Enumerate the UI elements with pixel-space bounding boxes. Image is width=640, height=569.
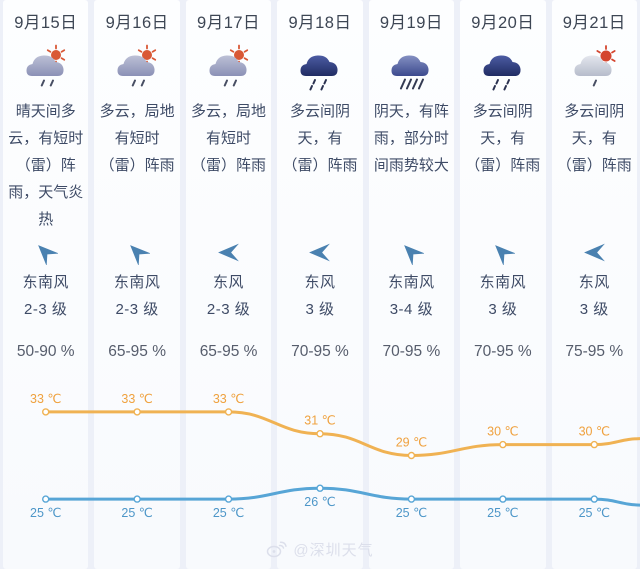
column-stripe xyxy=(551,0,637,569)
weather-icon xyxy=(0,36,91,98)
wind-arrow-northwest-icon xyxy=(38,244,59,265)
humidity-label: 70-95 % xyxy=(291,343,349,360)
day-column: 9月21日 多云间阴天，有（雷）阵雨 东风 3 级 75-95 % xyxy=(549,0,640,364)
wind-direction-icon xyxy=(91,236,182,268)
wind-level-label: 3-4 级 xyxy=(389,301,434,318)
day-column: 9月20日 多云间阴天，有（雷）阵雨 东南风 3 级 70-95 % xyxy=(457,0,548,364)
column-stripe xyxy=(277,0,363,569)
weather-icon xyxy=(183,36,274,98)
cloud-sun-shower-light-icon xyxy=(574,45,616,87)
cloud-sun-shower-icon xyxy=(117,44,157,87)
weather-description: 晴天间多云，有短时（雷）阵雨，天气炎热 xyxy=(8,103,84,228)
date-label: 9月20日 xyxy=(471,14,535,32)
wind-direction-icon xyxy=(366,236,457,268)
forecast-columns: 9月15日 晴天间多云，有短时（雷）阵雨，天气炎热 东南风 2-3 级 50-9… xyxy=(0,0,640,364)
date-label: 9月21日 xyxy=(562,14,626,32)
wind-arrow-northwest-icon xyxy=(495,244,516,265)
column-stripe xyxy=(460,0,546,569)
humidity-label: 65-95 % xyxy=(108,343,166,360)
wind-direction-label: 东风 xyxy=(304,274,336,291)
wind-arrow-west-icon xyxy=(218,243,239,261)
weather-description: 阴天，有阵雨，部分时间雨势较大 xyxy=(373,103,449,174)
watermark: @深圳天气 xyxy=(0,536,640,562)
wind-arrow-west-icon xyxy=(309,243,331,261)
weather-icon xyxy=(366,36,457,98)
cloud-rain-dark-icon xyxy=(300,55,338,91)
weibo-icon xyxy=(267,540,288,557)
date-label: 9月17日 xyxy=(197,14,261,32)
weather-description: 多云，局地有短时（雷）阵雨 xyxy=(191,103,267,174)
weather-description: 多云，局地有短时（雷）阵雨 xyxy=(99,103,175,174)
cloud-sun-shower-icon xyxy=(26,44,65,87)
humidity-label: 75-95 % xyxy=(565,343,624,360)
column-stripe xyxy=(185,0,272,569)
column-stripe xyxy=(94,0,180,569)
date-label: 9月19日 xyxy=(379,14,443,32)
weather-icon xyxy=(91,36,182,98)
wind-arrow-northwest-icon xyxy=(129,244,150,265)
wind-direction-label: 东南风 xyxy=(113,274,161,291)
wind-direction-icon xyxy=(549,236,640,268)
column-stripe xyxy=(3,0,89,569)
wind-level-label: 2-3 级 xyxy=(24,301,68,318)
wind-direction-icon xyxy=(183,236,274,268)
humidity-label: 70-95 % xyxy=(382,343,441,360)
wind-level-label: 2-3 级 xyxy=(115,301,159,318)
weather-icon xyxy=(457,36,548,98)
weather-icon xyxy=(274,36,365,98)
wind-level-label: 3 级 xyxy=(579,301,609,318)
day-column: 9月15日 晴天间多云，有短时（雷）阵雨，天气炎热 东南风 2-3 级 50-9… xyxy=(0,0,91,364)
wind-direction-label: 东风 xyxy=(213,274,245,291)
date-label: 9月16日 xyxy=(105,14,169,32)
date-label: 9月15日 xyxy=(14,14,78,32)
wind-direction-label: 东风 xyxy=(578,274,610,291)
wind-arrow-northwest-icon xyxy=(404,244,424,265)
wind-direction-label: 东南风 xyxy=(479,274,527,291)
day-column: 9月16日 多云，局地有短时（雷）阵雨 东南风 2-3 级 65-95 % xyxy=(91,0,182,364)
wind-direction-icon xyxy=(457,236,548,268)
wind-direction-label: 东南风 xyxy=(22,274,69,291)
column-stripe xyxy=(368,0,455,569)
cloud-sun-shower-icon xyxy=(209,44,248,87)
wind-level-label: 3 级 xyxy=(305,301,335,318)
humidity-label: 65-95 % xyxy=(199,343,258,360)
humidity-label: 50-90 % xyxy=(16,343,75,360)
humidity-label: 70-95 % xyxy=(473,343,532,360)
date-label: 9月18日 xyxy=(288,14,352,32)
watermark-text: @深圳天气 xyxy=(293,541,374,559)
wind-level-label: 2-3 级 xyxy=(206,301,251,318)
wind-level-label: 3 级 xyxy=(488,301,518,318)
weather-description: 多云间阴天，有（雷）阵雨 xyxy=(556,103,632,174)
wind-direction-label: 东南风 xyxy=(388,274,435,291)
cloud-rain-dark-icon xyxy=(483,55,521,91)
day-column: 9月19日 阴天，有阵雨，部分时间雨势较大 东南风 3-4 级 70-95 % xyxy=(366,0,457,364)
wind-direction-icon xyxy=(274,236,365,268)
cloud-rain-heavy-icon xyxy=(391,55,429,90)
day-column: 9月17日 多云，局地有短时（雷）阵雨 东风 2-3 级 65-95 % xyxy=(183,0,274,364)
wind-arrow-west-icon xyxy=(583,243,605,261)
weather-description: 多云间阴天，有（雷）阵雨 xyxy=(465,103,541,174)
weather-icon xyxy=(549,36,640,98)
wind-direction-icon xyxy=(0,236,91,268)
weather-description: 多云间阴天，有（雷）阵雨 xyxy=(282,103,358,174)
day-column: 9月18日 多云间阴天，有（雷）阵雨 东风 3 级 70-95 % xyxy=(274,0,365,364)
